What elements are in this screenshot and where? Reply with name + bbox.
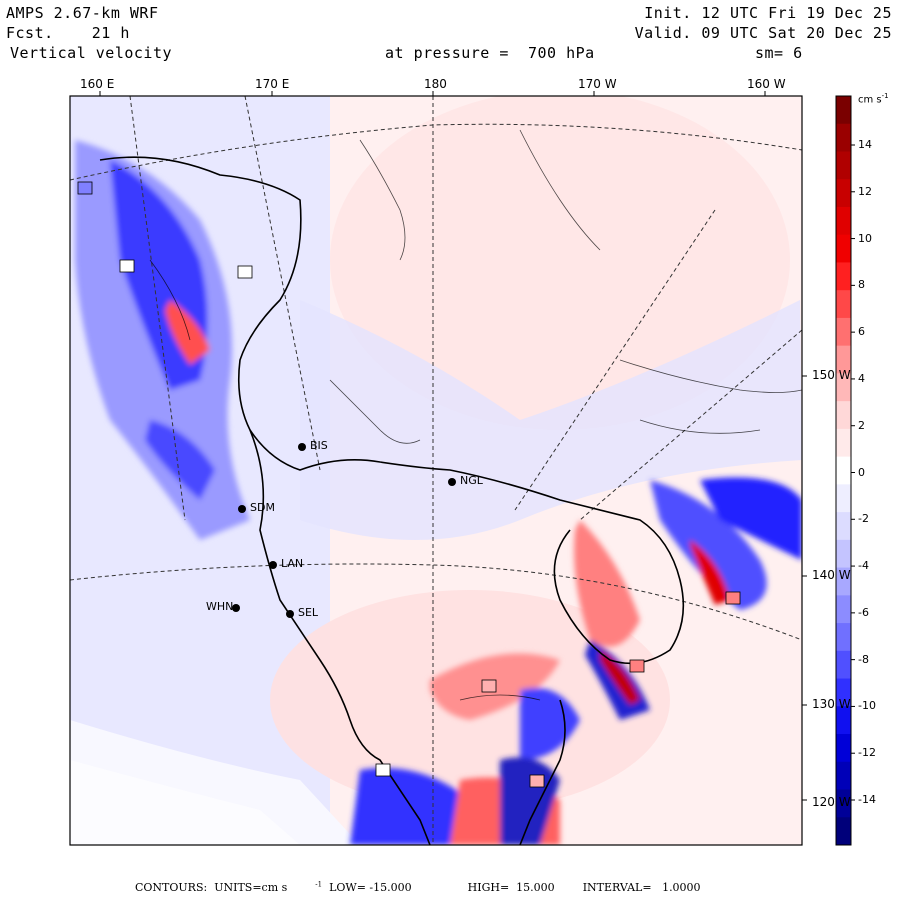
footer-contours: CONTOURS: UNITS=cm s -1 LOW= -15.000 HIGH=… xyxy=(135,880,701,894)
station-marker xyxy=(238,505,246,513)
colorbar xyxy=(835,95,855,846)
station-label: WHN xyxy=(206,600,234,613)
colorbar-tick-label: -8 xyxy=(858,652,869,666)
lat-label-140w: 140 W xyxy=(812,568,851,582)
station-marker xyxy=(298,443,306,451)
model-title: AMPS 2.67-km WRF xyxy=(6,4,159,22)
colorbar-tick-label: -10 xyxy=(858,699,876,713)
station-marker xyxy=(232,604,240,612)
colorbar-tick-label: -12 xyxy=(858,746,876,760)
colorbar-swatch xyxy=(836,567,851,596)
colorbar-swatch xyxy=(836,290,851,319)
station-label: SEL xyxy=(298,606,319,619)
lon-label-170e: 170 E xyxy=(255,77,290,91)
station-label: SDM xyxy=(250,501,275,514)
colorbar-tick-label: -6 xyxy=(858,605,869,619)
colorbar-swatch xyxy=(836,206,851,236)
smoothing-level: sm= 6 xyxy=(755,44,803,62)
station-label: BIS xyxy=(310,439,328,452)
colorbar-swatch xyxy=(836,96,851,125)
colorbar-swatch xyxy=(836,761,851,791)
colorbar-swatch xyxy=(836,234,851,263)
station-label: NGL xyxy=(460,474,483,487)
colorbar-tick-label: 4 xyxy=(858,371,865,385)
lon-label-170w: 170 W xyxy=(578,77,617,91)
colorbar-frame xyxy=(835,95,852,846)
map-field xyxy=(70,96,802,845)
station-marker xyxy=(269,561,277,569)
init-time: Init. 12 UTC Fri 19 Dec 25 xyxy=(644,4,892,22)
valid-time: Valid. 09 UTC Sat 20 Dec 25 xyxy=(634,24,892,42)
colorbar-tick-label: 14 xyxy=(858,138,872,151)
colorbar-swatch xyxy=(836,262,851,291)
colorbar-swatch xyxy=(836,484,851,513)
colorbar-swatch xyxy=(836,345,851,374)
colorbar-swatch xyxy=(836,706,851,735)
lon-label-180: 180 xyxy=(424,77,447,91)
colorbar-swatch xyxy=(836,123,851,152)
colorbar-swatch xyxy=(836,179,851,208)
colorbar-tick-label: 0 xyxy=(858,465,865,479)
colorbar-swatch xyxy=(836,428,851,458)
colorbar-tick-label: -2 xyxy=(858,512,869,526)
station-marker xyxy=(286,610,294,618)
colorbar-tick-label: 10 xyxy=(858,231,872,245)
colorbar-tick-label: -14 xyxy=(858,793,876,806)
colorbar-units: cm s-1 xyxy=(858,92,889,106)
colorbar-swatch xyxy=(836,401,851,430)
colorbar-tick-label: 12 xyxy=(858,184,872,198)
colorbar-tick-label: 2 xyxy=(858,418,865,432)
lat-label-150w: 150 W xyxy=(812,368,851,382)
colorbar-tick-label: -4 xyxy=(858,559,869,573)
colorbar-swatch xyxy=(836,512,851,541)
lon-label-160w: 160 W xyxy=(747,77,786,91)
colorbar-swatch xyxy=(836,595,851,624)
colorbar-swatch xyxy=(836,789,851,818)
field-name: Vertical velocity xyxy=(10,44,173,62)
colorbar-swatch xyxy=(836,151,851,180)
colorbar-swatch xyxy=(836,456,851,485)
colorbar-swatch xyxy=(836,817,851,846)
lat-label-130w: 130 W xyxy=(812,697,851,711)
colorbar-tick-label: 6 xyxy=(858,325,865,339)
colorbar-swatch xyxy=(836,650,851,680)
colorbar-swatch xyxy=(836,678,851,707)
colorbar-tick-label: 8 xyxy=(858,278,865,292)
colorbar-swatch xyxy=(836,317,851,347)
map-frame xyxy=(69,95,803,846)
station-label: LAN xyxy=(281,557,304,570)
lat-label-120w: 120 W xyxy=(812,795,851,809)
colorbar-swatch xyxy=(836,539,851,569)
colorbar-swatch xyxy=(836,373,851,402)
pressure-level: at pressure = 700 hPa xyxy=(385,44,595,62)
colorbar-swatch xyxy=(836,623,851,652)
lon-label-160e: 160 E xyxy=(80,77,115,91)
forecast-hour: Fcst. 21 h xyxy=(6,24,130,42)
colorbar-swatch xyxy=(836,734,851,763)
station-marker xyxy=(448,478,456,486)
